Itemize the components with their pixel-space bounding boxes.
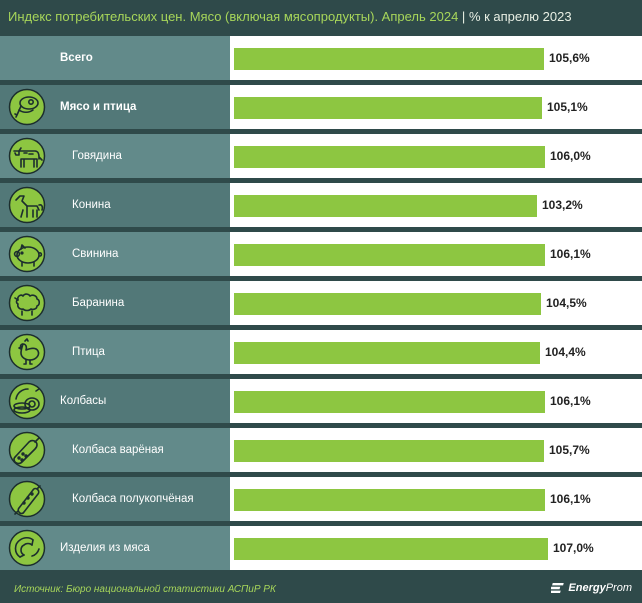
logo-text-light: Prom <box>605 582 632 594</box>
category-label: Колбасы <box>60 395 107 407</box>
bar-mark <box>234 489 545 511</box>
chart-row: Птица 104,4% <box>0 330 642 374</box>
logo-mark-icon <box>549 583 565 594</box>
category-label: Свинина <box>72 248 119 260</box>
sausage-stack-icon <box>8 382 46 420</box>
chart-row: Мясо и птица 105,1% <box>0 85 642 129</box>
energyprom-logo: EnergyProm <box>549 582 632 598</box>
sheep-icon <box>8 284 46 322</box>
bar-mark <box>234 195 537 217</box>
bar-mark <box>234 342 540 364</box>
bar-mark <box>234 538 548 560</box>
bar-mark <box>234 48 544 70</box>
value-label: 103,2% <box>542 198 583 212</box>
chart-title: Индекс потребительских цен. Мясо (включа… <box>8 8 638 30</box>
category-label: Изделия из мяса <box>60 542 150 554</box>
boiled-sausage-icon <box>8 431 46 469</box>
chart-title-separator: | <box>461 9 466 24</box>
chart-title-main: Индекс потребительских цен. Мясо (включа… <box>8 9 459 24</box>
bar-mark <box>234 97 542 119</box>
category-label: Баранина <box>72 297 125 309</box>
chicken-icon <box>8 333 46 371</box>
value-label: 105,1% <box>547 100 588 114</box>
value-label: 106,0% <box>550 149 591 163</box>
chart-row: Свинина 106,1% <box>0 232 642 276</box>
chart-row: Изделия из мяса 107,0% <box>0 526 642 570</box>
bar-mark <box>234 146 545 168</box>
horse-icon <box>8 186 46 224</box>
value-label: 104,4% <box>545 345 586 359</box>
chart-row: Говядина 106,0% <box>0 134 642 178</box>
category-label: Мясо и птица <box>60 101 137 113</box>
sausage-ring-icon <box>8 529 46 567</box>
category-label: Конина <box>72 199 111 211</box>
meat-icon <box>8 88 46 126</box>
cow-icon <box>8 137 46 175</box>
bar-mark <box>234 244 545 266</box>
value-label: 105,7% <box>549 443 590 457</box>
category-label: Всего <box>60 52 93 64</box>
value-label: 106,1% <box>550 247 591 261</box>
pig-icon <box>8 235 46 273</box>
chart-row: Колбаса варёная 105,7% <box>0 428 642 472</box>
value-label: 106,1% <box>550 492 591 506</box>
chart-row: Баранина 104,5% <box>0 281 642 325</box>
category-label: Колбаса варёная <box>72 444 164 456</box>
chart-row: Колбаса полукопчёная 106,1% <box>0 477 642 521</box>
chart-unit-label: % к апрелю 2023 <box>468 9 572 24</box>
chart-row: Всего 105,6% <box>0 36 642 80</box>
value-label: 106,1% <box>550 394 591 408</box>
bar-mark <box>234 293 541 315</box>
category-label: Птица <box>72 346 105 358</box>
chart-row: Колбасы 106,1% <box>0 379 642 423</box>
value-label: 105,6% <box>549 51 590 65</box>
chart-row: Конина 103,2% <box>0 183 642 227</box>
category-label: Колбаса полукопчёная <box>72 493 194 505</box>
logo-text-bold: Energy <box>568 582 606 594</box>
value-label: 107,0% <box>553 541 594 555</box>
value-label: 104,5% <box>546 296 587 310</box>
source-note: Источник: Бюро национальной статистики А… <box>14 584 276 595</box>
bar-mark <box>234 391 545 413</box>
smoked-sausage-icon <box>8 480 46 518</box>
bar-mark <box>234 440 544 462</box>
category-label: Говядина <box>72 150 122 162</box>
